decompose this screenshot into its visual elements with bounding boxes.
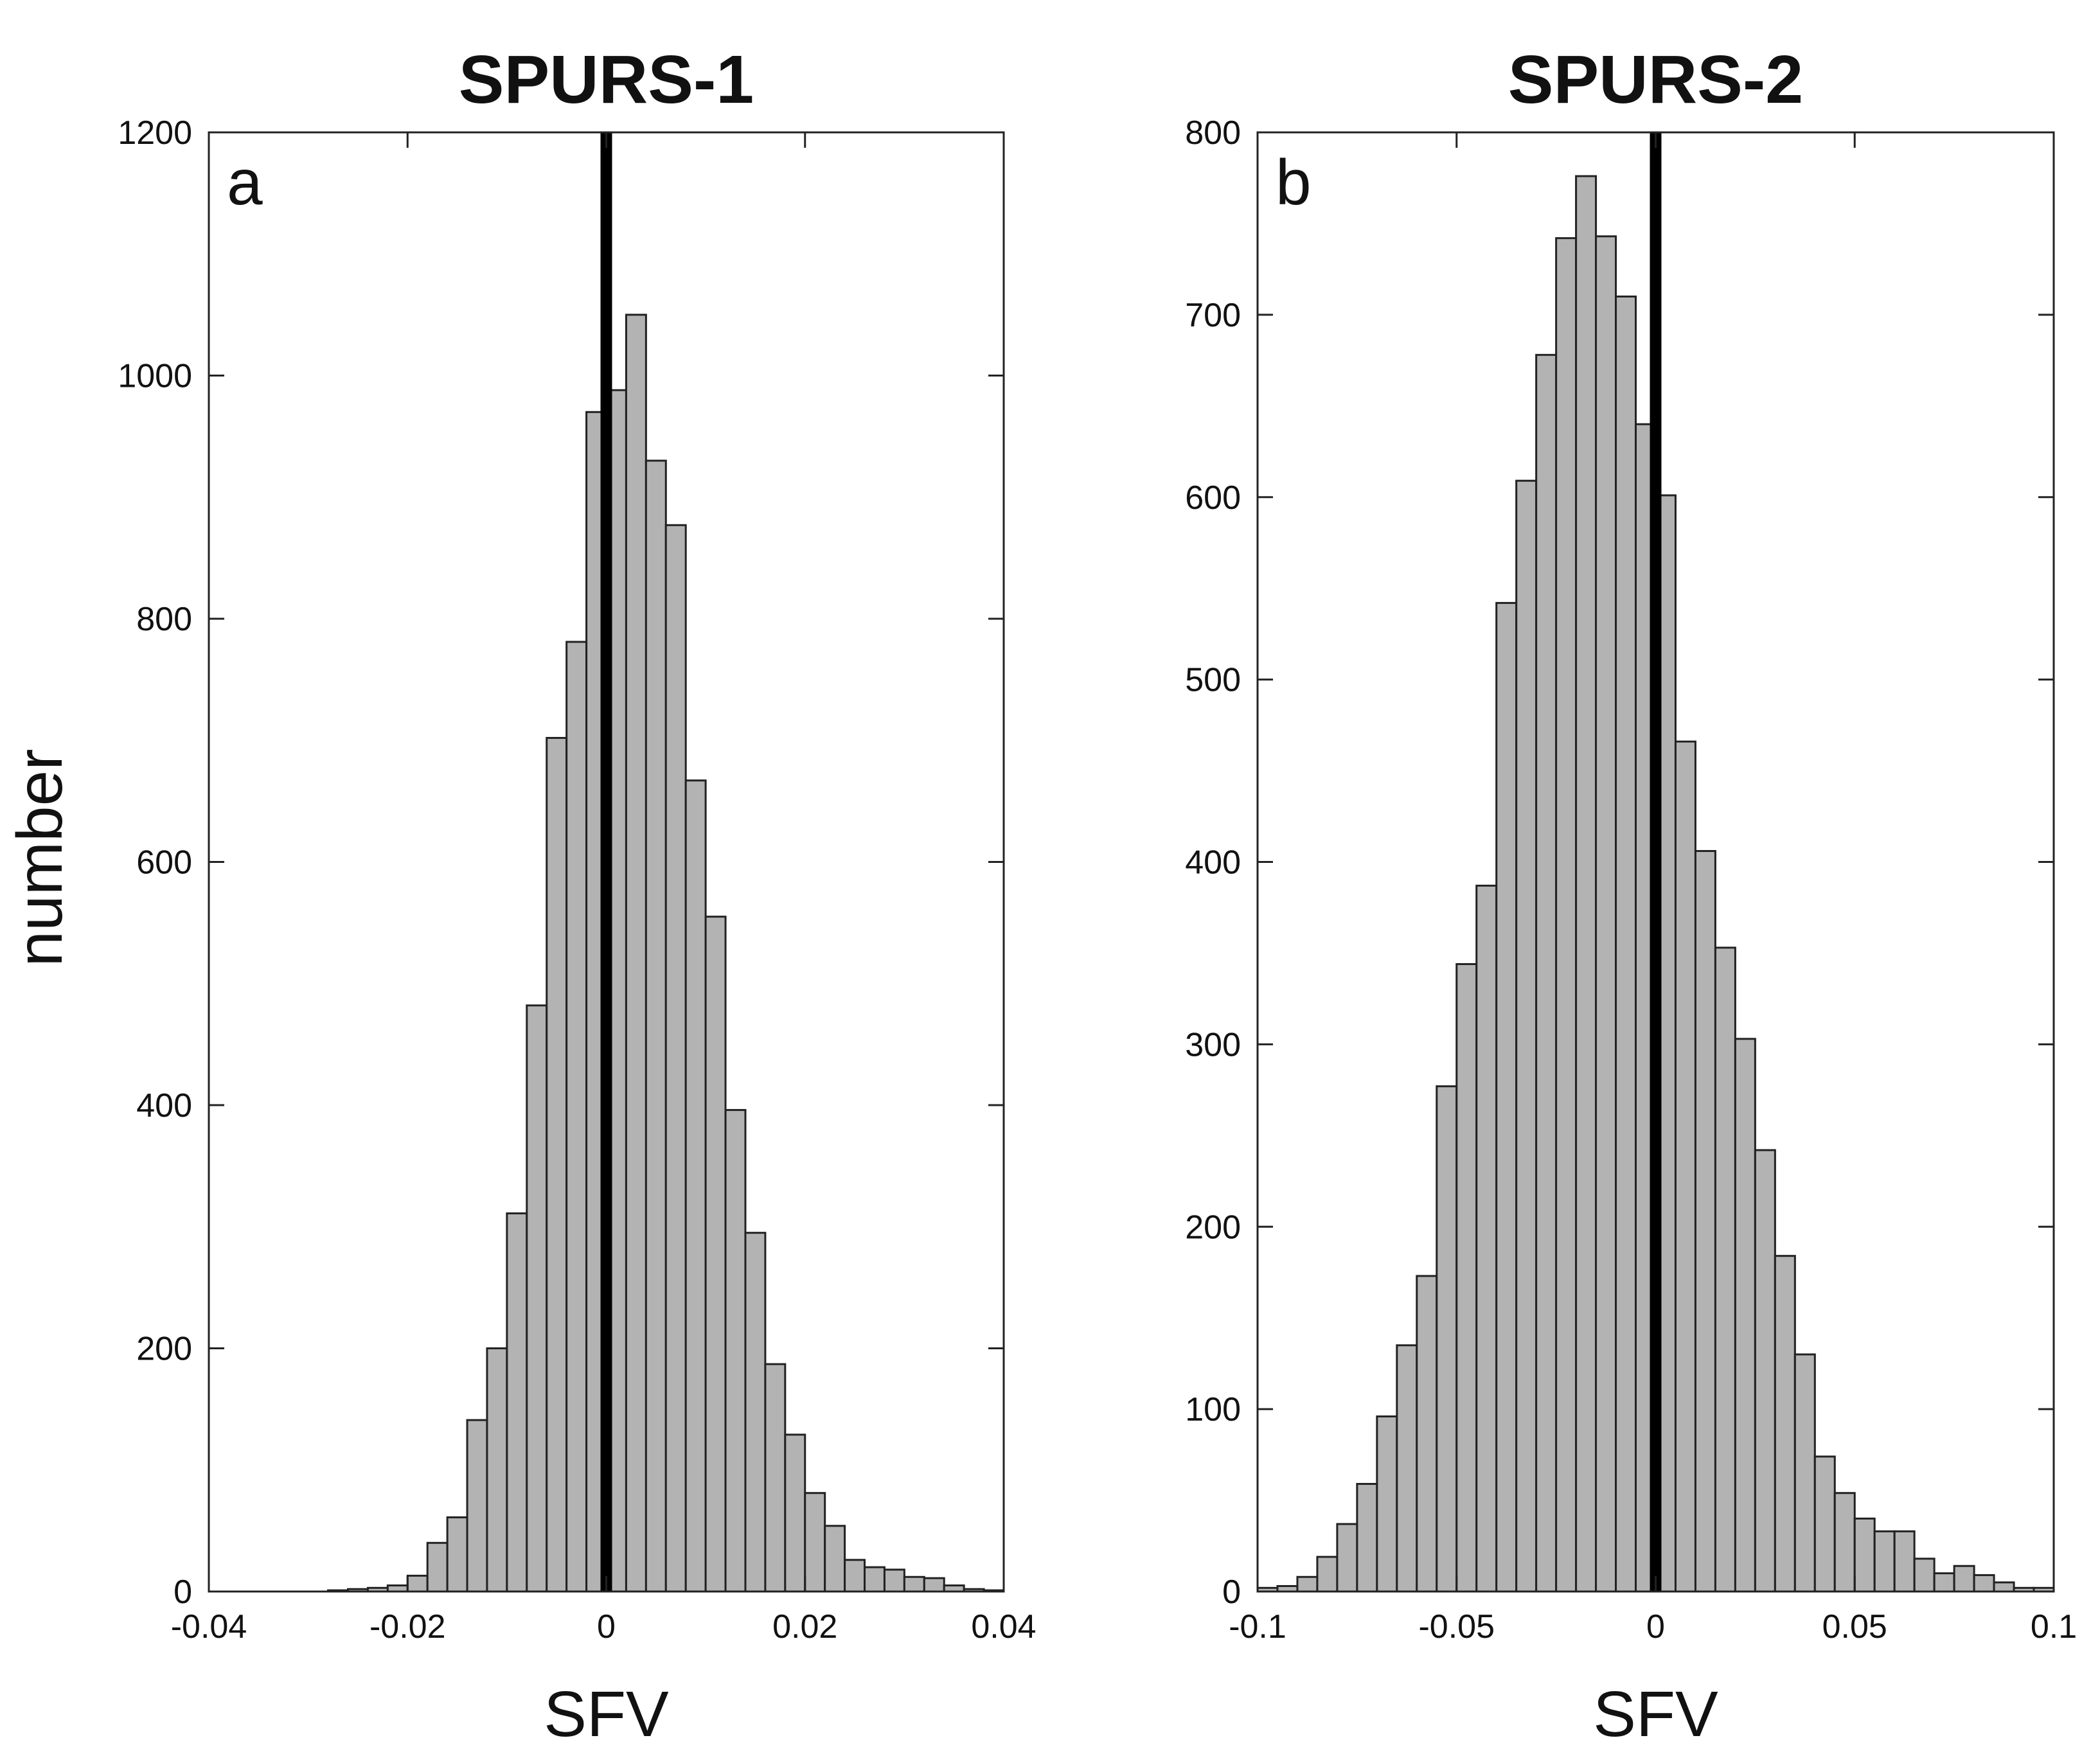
y-tick-label: 200 [136,1331,192,1368]
histogram-bar [645,459,667,1593]
histogram-bar [864,1566,885,1593]
y-tick-label: 400 [1185,844,1241,882]
histogram-bar [1813,1455,1836,1593]
histogram-bar [1376,1415,1398,1593]
y-tick-label: 1000 [118,358,192,395]
histogram-bar [1993,1581,2015,1593]
y-tick-label: 800 [1185,114,1241,152]
histogram-bar [923,1577,945,1593]
histogram-bar [1853,1517,1876,1593]
panel-label: b [1276,146,1312,218]
x-tick-label: 0.05 [1822,1608,1887,1645]
histogram-bar [565,641,588,1593]
histogram-bar [1774,1255,1796,1593]
y-tick-label: 200 [1185,1209,1241,1246]
histogram-bar [1495,601,1518,1593]
histogram-bar [486,1347,508,1593]
histogram-bar [804,1492,826,1593]
x-tick-label: 0.04 [971,1608,1036,1645]
histogram-bar [1754,1149,1776,1593]
histogram-bar [466,1419,488,1593]
histogram-bar [664,524,687,1593]
chart-title: SPURS-1 [459,42,754,118]
x-tick-label: -0.1 [1229,1608,1286,1645]
x-tick-label: 0 [1646,1608,1665,1645]
histogram-bar [1674,740,1696,1593]
histogram-bar [1356,1483,1378,1593]
histogram-bar [824,1525,846,1593]
histogram-bar [446,1516,468,1593]
y-tick-label: 0 [1222,1574,1241,1611]
panel-spurs-2: 0 100 200 300 400 500 600 700 800 -0.1 -0.05 0 0.05 0… [1185,42,2077,1750]
histogram-bar [625,314,647,1593]
histogram-bar [1416,1275,1438,1593]
histogram-bar [883,1568,905,1593]
histogram-bar [1873,1530,1896,1593]
histogram-bar [1316,1556,1339,1593]
histogram-bar [1575,175,1597,1593]
histogram-bar [1515,479,1538,1593]
panel-label: a [227,146,263,218]
histogram-bar [764,1363,787,1593]
histogram-bar [1933,1572,1955,1593]
histogram-bar [526,1004,548,1593]
chart-title: SPURS-2 [1508,42,1803,118]
histogram-bar [1455,962,1478,1593]
y-tick-label: 700 [1185,297,1241,334]
x-axis-label: SFV [544,1678,669,1750]
x-tick-label: -0.04 [171,1608,247,1645]
histogram-bar [1714,946,1736,1593]
y-tick-label: 600 [136,844,192,882]
histogram-bar [1833,1492,1856,1593]
y-tick-label: 0 [174,1574,192,1611]
y-tick-label: 300 [1185,1026,1241,1063]
histogram-bar [1893,1530,1916,1593]
histogram-bar [1694,849,1716,1593]
histogram-bar [1535,353,1558,1593]
y-axis-label: number [4,749,76,966]
x-tick-label: -0.05 [1418,1608,1495,1645]
histogram-bar [1336,1523,1358,1593]
histogram-bar [546,736,568,1593]
histogram-bar [1475,884,1498,1593]
x-tick-label: 0.1 [2031,1608,2077,1645]
histogram-bar [506,1212,528,1593]
y-tick-label: 800 [136,601,192,638]
x-axis-label: SFV [1593,1678,1718,1750]
y-tick-label: 500 [1185,662,1241,699]
histogram-bar [844,1559,866,1593]
histogram-bar [1436,1085,1458,1593]
histogram-bar [724,1109,747,1593]
histogram-bar [744,1232,767,1593]
histogram-bar [426,1541,449,1593]
histogram-bar [1953,1565,1975,1593]
histogram-bar [406,1574,429,1593]
y-tick-label: 1200 [118,114,192,152]
y-tick-label: 600 [1185,479,1241,517]
x-tick-label: 0.02 [772,1608,837,1645]
y-tick-label: 100 [1185,1391,1241,1428]
histogram-bar [704,916,727,1593]
panel-spurs-1: 0 200 400 600 800 1000 1200 -0.04 -0.02 0 0.02 0.04… [118,42,1036,1750]
histogram-bar [1973,1574,1995,1593]
histogram-bar [1913,1557,1935,1593]
histogram-bar [784,1433,806,1593]
histogram-bar [1595,235,1617,1593]
histogram-bar [1296,1575,1319,1593]
histogram-bar [903,1575,925,1593]
histogram-bar [1396,1344,1418,1593]
x-tick-label: 0 [597,1608,616,1645]
histogram-bar [684,779,707,1593]
histogram-bar [1555,237,1578,1593]
x-tick-label: -0.02 [369,1608,446,1645]
histogram-bar [1615,295,1637,1593]
histogram-bar [1793,1353,1816,1593]
histogram-bar [1734,1038,1756,1593]
y-tick-label: 400 [136,1087,192,1124]
